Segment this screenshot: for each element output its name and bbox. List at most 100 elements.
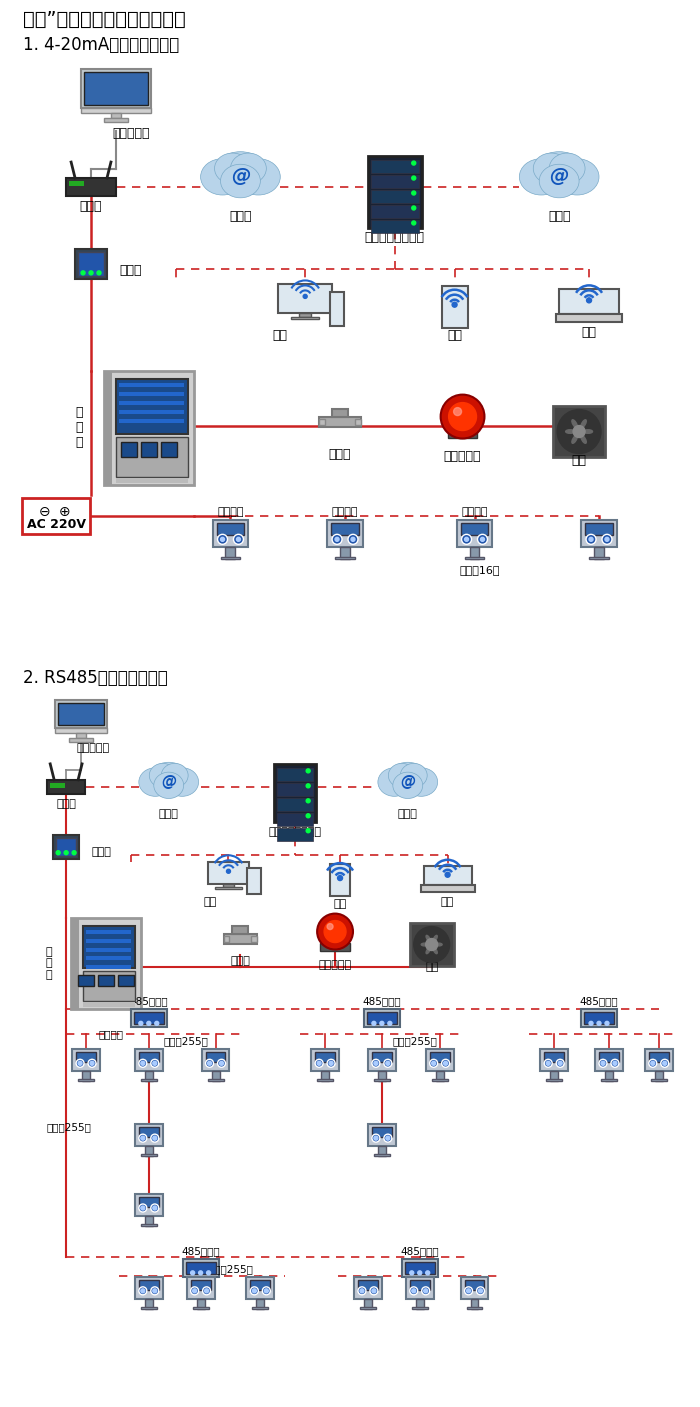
Ellipse shape — [421, 943, 428, 946]
Bar — [58, 704, 104, 725]
Bar — [594, 547, 604, 560]
Text: 互联网: 互联网 — [548, 211, 570, 224]
Bar — [319, 416, 361, 426]
Bar — [540, 1050, 568, 1071]
Circle shape — [410, 1287, 418, 1294]
Bar — [78, 975, 94, 986]
Bar — [319, 418, 325, 425]
Ellipse shape — [435, 943, 442, 946]
Bar — [465, 557, 484, 560]
Circle shape — [380, 1021, 384, 1026]
Bar — [470, 547, 480, 560]
Text: 通
讯
线: 通 讯 线 — [76, 407, 83, 449]
Text: ⊕: ⊕ — [58, 505, 70, 519]
Bar — [321, 1071, 329, 1081]
Text: 可连接255台: 可连接255台 — [208, 1263, 253, 1273]
Circle shape — [206, 1059, 214, 1068]
Ellipse shape — [581, 419, 587, 428]
Circle shape — [351, 537, 355, 542]
Bar — [279, 284, 332, 314]
Circle shape — [56, 851, 60, 854]
Bar — [364, 1009, 400, 1027]
Bar — [424, 865, 472, 885]
Bar — [118, 975, 134, 986]
Bar — [131, 1009, 167, 1027]
Bar — [66, 179, 116, 196]
Bar — [121, 442, 136, 457]
Ellipse shape — [433, 936, 438, 941]
Bar — [69, 182, 84, 186]
Bar — [581, 1009, 617, 1027]
Bar — [161, 442, 176, 457]
Bar — [139, 1052, 159, 1062]
Bar — [50, 782, 65, 788]
Circle shape — [206, 1271, 211, 1275]
Bar — [223, 936, 230, 941]
Text: 485中继器: 485中继器 — [363, 996, 401, 1006]
Bar — [253, 1307, 268, 1309]
Circle shape — [306, 813, 310, 817]
Circle shape — [153, 1289, 157, 1293]
Bar — [256, 1299, 265, 1309]
Circle shape — [602, 535, 612, 545]
Circle shape — [412, 191, 416, 196]
Text: 安帕尔网络服务器: 安帕尔网络服务器 — [365, 231, 425, 245]
Bar — [374, 1154, 390, 1157]
Text: ⊖: ⊖ — [38, 505, 50, 519]
Circle shape — [139, 1021, 143, 1026]
Bar — [86, 947, 131, 951]
Circle shape — [384, 1059, 392, 1068]
Bar — [223, 934, 258, 944]
Circle shape — [424, 1289, 428, 1293]
Bar — [190, 1280, 211, 1290]
Circle shape — [663, 1061, 666, 1065]
Circle shape — [412, 205, 416, 210]
Circle shape — [412, 1289, 416, 1293]
Circle shape — [421, 1287, 430, 1294]
Bar — [654, 1071, 663, 1081]
Bar — [426, 1050, 454, 1071]
Bar — [135, 1124, 162, 1147]
Bar — [145, 1216, 153, 1225]
Circle shape — [388, 1021, 392, 1026]
Circle shape — [141, 1135, 145, 1140]
Bar — [317, 1079, 333, 1081]
Bar — [340, 547, 350, 560]
Circle shape — [374, 1061, 378, 1065]
Bar — [139, 1127, 159, 1137]
Circle shape — [480, 537, 484, 542]
Bar — [135, 1050, 162, 1071]
Circle shape — [303, 294, 307, 298]
Ellipse shape — [426, 936, 430, 941]
Circle shape — [605, 537, 609, 542]
Circle shape — [237, 537, 240, 542]
Bar — [599, 1052, 619, 1062]
Bar — [104, 370, 112, 485]
Ellipse shape — [539, 165, 579, 198]
Bar — [246, 1278, 274, 1299]
Bar — [435, 1071, 444, 1081]
Circle shape — [611, 1059, 619, 1068]
Circle shape — [586, 535, 596, 545]
Bar — [374, 1079, 390, 1081]
Circle shape — [360, 1289, 364, 1293]
Bar — [461, 523, 489, 535]
Circle shape — [253, 1289, 256, 1293]
Bar — [581, 521, 617, 547]
Bar — [406, 1278, 434, 1299]
Ellipse shape — [433, 947, 438, 954]
Text: 信号输出: 信号输出 — [217, 508, 244, 518]
Bar — [402, 1259, 438, 1278]
Bar — [251, 936, 258, 941]
Text: 信号输出: 信号输出 — [461, 508, 488, 518]
Text: 转换器: 转换器 — [120, 265, 142, 277]
Circle shape — [465, 1287, 472, 1294]
Bar — [368, 1124, 395, 1147]
Bar — [649, 1052, 668, 1062]
Text: 电磁阀: 电磁阀 — [329, 447, 351, 461]
Circle shape — [372, 1059, 380, 1068]
Circle shape — [372, 1289, 376, 1293]
Circle shape — [220, 537, 225, 542]
Bar — [465, 1280, 484, 1290]
Bar — [331, 523, 359, 535]
